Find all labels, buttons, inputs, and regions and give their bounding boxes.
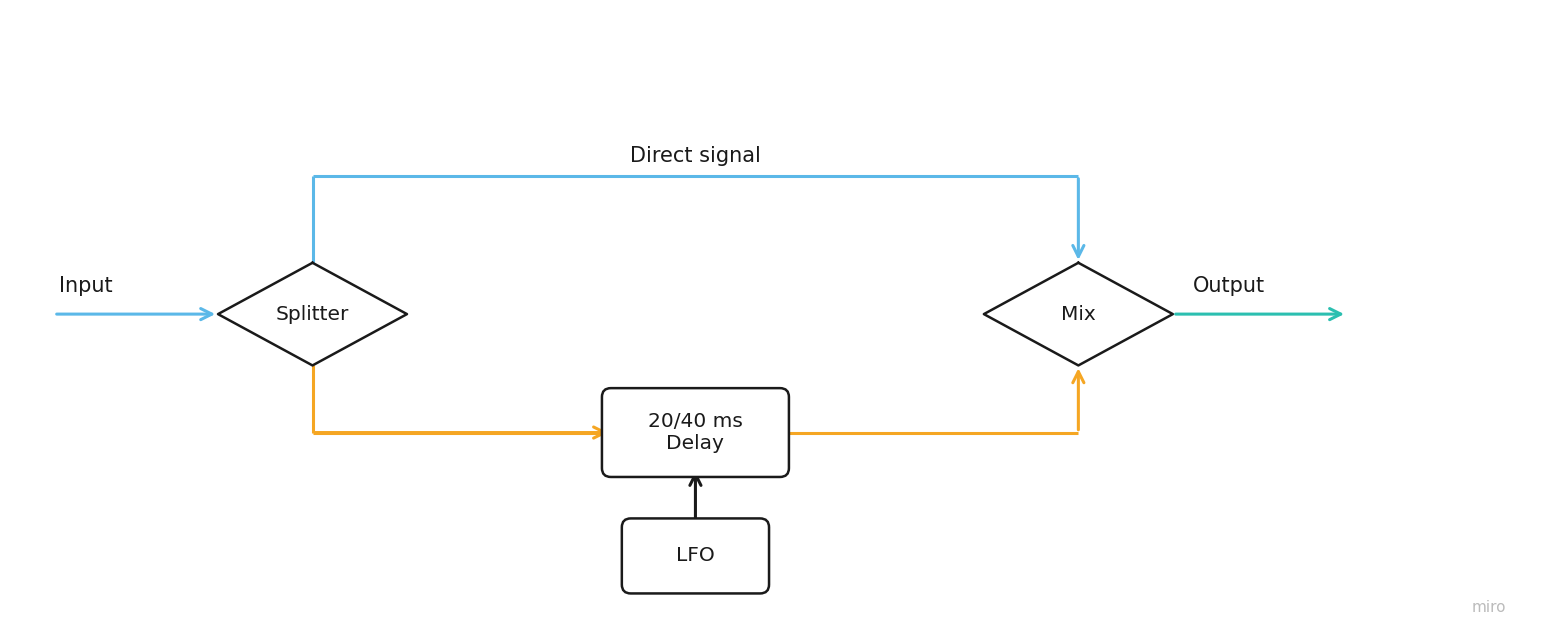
FancyBboxPatch shape xyxy=(602,388,789,477)
Text: Input: Input xyxy=(59,276,113,296)
Text: Mix: Mix xyxy=(1061,305,1095,323)
Polygon shape xyxy=(983,263,1173,365)
Text: LFO: LFO xyxy=(676,546,715,565)
Text: miro: miro xyxy=(1472,600,1506,615)
Text: 20/40 ms
Delay: 20/40 ms Delay xyxy=(648,412,743,453)
FancyBboxPatch shape xyxy=(622,518,769,593)
Polygon shape xyxy=(219,263,406,365)
Text: Direct signal: Direct signal xyxy=(630,146,762,166)
Text: Splitter: Splitter xyxy=(276,305,349,323)
Text: Output: Output xyxy=(1193,276,1266,296)
